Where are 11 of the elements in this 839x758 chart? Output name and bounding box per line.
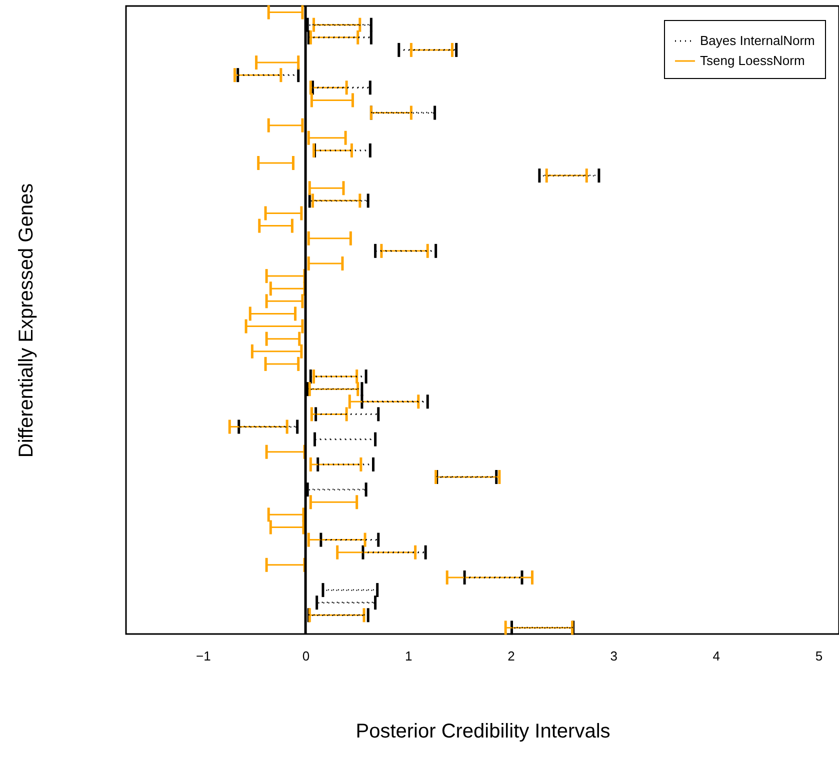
x-tick-label: −1 bbox=[196, 648, 211, 664]
legend-label: Bayes InternalNorm bbox=[700, 33, 815, 48]
x-tick-label: 2 bbox=[508, 648, 515, 664]
y-axis-title: Differentially Expressed Genes bbox=[16, 183, 38, 458]
x-axis-title: Posterior Credibility Intervals bbox=[356, 720, 610, 742]
x-tick-label: 5 bbox=[815, 648, 823, 664]
x-tick-label: 3 bbox=[610, 648, 618, 664]
x-tick-label: 0 bbox=[302, 648, 310, 664]
x-tick-label: 4 bbox=[712, 648, 720, 664]
x-tick-label: 1 bbox=[405, 648, 412, 664]
legend-label: Tseng LoessNorm bbox=[700, 53, 805, 68]
